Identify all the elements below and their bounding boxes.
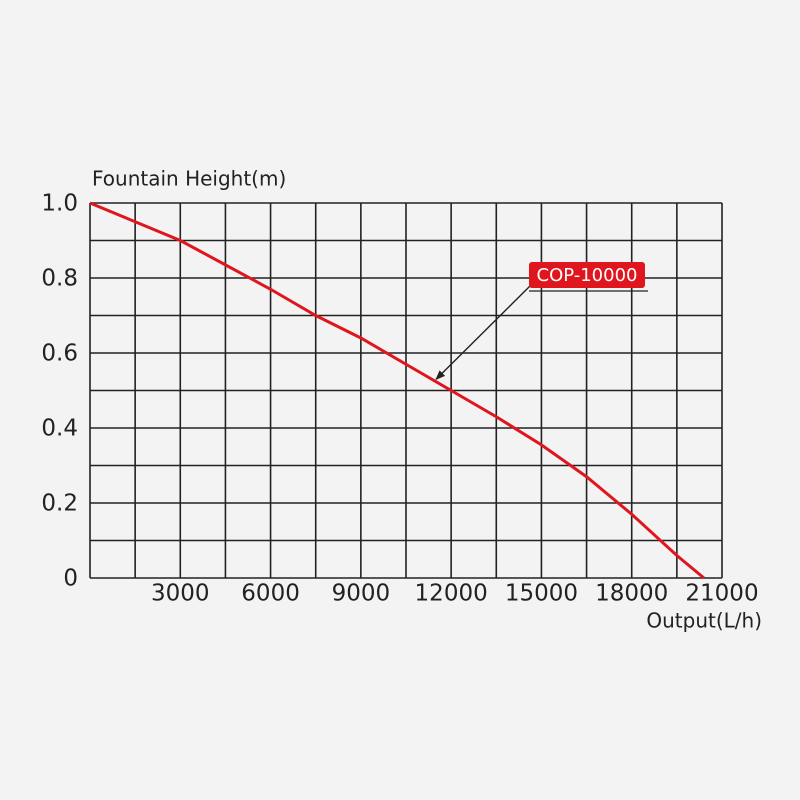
x-axis-title: Output(L/h) — [646, 609, 762, 633]
legend-label: COP-10000 — [537, 265, 638, 286]
x-tick-label: 9000 — [332, 581, 391, 607]
y-tick-label: 0.8 — [41, 266, 78, 292]
y-tick-label: 0 — [63, 566, 78, 592]
x-tick-label: 21000 — [685, 581, 758, 607]
line — [89, 201, 705, 580]
x-tick-label: 15000 — [505, 581, 578, 607]
y-axis-title: Fountain Height(m) — [92, 167, 286, 191]
y-tick-label: 0.6 — [41, 341, 78, 367]
annotation-arrow — [435, 285, 531, 380]
x-tick-label: 18000 — [595, 581, 668, 607]
y-tick-label: 1.0 — [41, 191, 78, 217]
y-tick-label: 0.2 — [41, 491, 78, 517]
x-tick-label: 12000 — [415, 581, 488, 607]
y-tick-label: 0.4 — [41, 416, 78, 442]
x-tick-label: 3000 — [151, 581, 210, 607]
x-tick-label: 6000 — [241, 581, 300, 607]
legend-box — [529, 262, 645, 288]
